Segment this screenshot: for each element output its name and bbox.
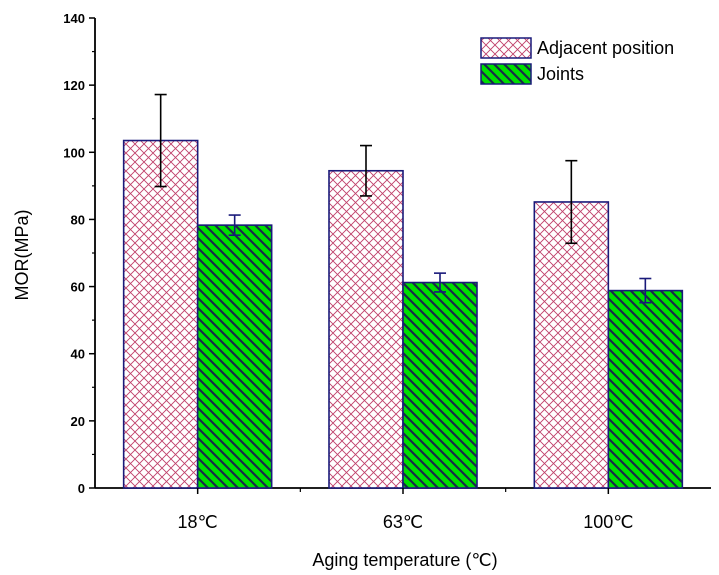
legend-label-adjacent: Adjacent position — [537, 38, 674, 58]
y-tick-label: 80 — [71, 212, 85, 227]
bar-adjacent — [533, 201, 610, 489]
error-bar — [360, 144, 372, 197]
y-axis-title: MOR(MPa) — [12, 210, 32, 301]
x-axis-title: Aging temperature (℃) — [312, 550, 497, 570]
error-bar — [228, 214, 241, 237]
error-bar — [639, 277, 652, 304]
y-tick-label: 120 — [63, 78, 85, 93]
bar-adjacent — [122, 139, 199, 489]
bars — [122, 139, 684, 489]
y-tick-label: 20 — [71, 414, 85, 429]
error-bars — [154, 93, 652, 304]
x-tick-label: 63℃ — [383, 512, 423, 532]
x-tick-label: 100℃ — [583, 512, 633, 532]
legend: Adjacent position Joints — [480, 37, 674, 85]
y-tick-label: 40 — [71, 347, 85, 362]
bar-adjacent — [328, 169, 404, 489]
bar-joints — [402, 281, 478, 489]
legend-swatch-adjacent — [480, 37, 532, 59]
legend-label-joints: Joints — [537, 64, 584, 84]
error-bar — [434, 272, 446, 293]
x-tick-label: 18℃ — [178, 512, 218, 532]
bar-joints — [607, 289, 684, 489]
y-tick-label: 100 — [63, 145, 85, 160]
y-axis-ticks: 0 20 40 60 80 100 120 140 — [63, 11, 95, 496]
y-tick-label: 0 — [78, 481, 85, 496]
error-bar — [154, 93, 167, 188]
bar-joints — [196, 224, 273, 489]
legend-swatch-joints — [480, 63, 532, 85]
error-bar — [565, 159, 578, 245]
y-tick-label: 60 — [71, 280, 85, 295]
x-axis-ticks: 18℃ 63℃ 100℃ — [178, 488, 633, 532]
y-tick-label: 140 — [63, 11, 85, 26]
